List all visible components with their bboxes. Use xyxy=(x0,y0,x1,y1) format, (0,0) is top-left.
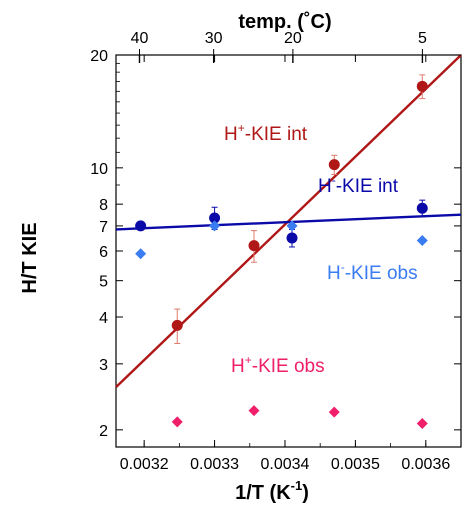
data-point xyxy=(209,220,221,232)
label-hplus-int: H+-KIE int xyxy=(224,121,308,145)
y-tick-label: 3 xyxy=(99,357,108,374)
data-point xyxy=(248,405,260,417)
fit-line xyxy=(115,213,462,231)
label-hminus-obs: H--KIE obs xyxy=(327,260,418,284)
top-axis-ticks: 40 30 20 5 xyxy=(131,30,427,63)
top-tick-label: 40 xyxy=(131,30,149,47)
data-point xyxy=(286,232,298,244)
x-tick-label: 0.0036 xyxy=(401,456,450,473)
data-point xyxy=(248,240,260,252)
x-axis-ticks: 0.0032 0.0033 0.0034 0.0035 0.0036 xyxy=(120,55,450,473)
label-hminus-int: H--KIE int xyxy=(318,173,399,197)
y-tick-label: 4 xyxy=(99,310,108,327)
data-point xyxy=(328,406,340,418)
x-tick-label: 0.0035 xyxy=(331,456,380,473)
top-tick-label: 30 xyxy=(205,30,223,47)
data-point xyxy=(416,234,428,246)
data-point xyxy=(286,220,298,232)
data-point xyxy=(171,319,183,331)
x-axis-title: 1/T (K-1) xyxy=(235,478,309,504)
top-axis-title: temp. (˚C) xyxy=(238,10,331,33)
y-tick-label: 7 xyxy=(99,219,108,236)
x-tick-label: 0.0032 xyxy=(120,456,169,473)
y-axis-title: H/T KIE xyxy=(19,222,41,293)
top-tick-label: 20 xyxy=(284,30,302,47)
data-point xyxy=(416,417,428,429)
plot-frame xyxy=(115,54,462,448)
label-hplus-obs: H+-KIE obs xyxy=(231,353,325,377)
x-tick-label: 0.0033 xyxy=(190,456,239,473)
y-tick-label: 6 xyxy=(99,244,108,261)
y-tick-label: 2 xyxy=(99,423,108,440)
plot-border xyxy=(115,54,462,448)
data-point xyxy=(328,159,340,171)
y-tick-label: 20 xyxy=(90,48,108,65)
data-point xyxy=(209,212,221,224)
data-markers xyxy=(135,80,428,429)
data-point xyxy=(416,80,428,92)
data-point xyxy=(416,202,428,214)
y-tick-label: 8 xyxy=(99,197,108,214)
y-tick-label: 10 xyxy=(90,161,108,178)
top-tick-label: 5 xyxy=(418,30,427,47)
y-axis-ticks: 2 3 4 5 6 7 8 10 20 xyxy=(90,48,461,440)
data-point xyxy=(171,416,183,428)
y-tick-label: 5 xyxy=(99,274,108,291)
data-point xyxy=(135,220,147,232)
fit-lines xyxy=(115,54,462,389)
x-tick-label: 0.0034 xyxy=(261,456,310,473)
data-point xyxy=(135,248,147,260)
